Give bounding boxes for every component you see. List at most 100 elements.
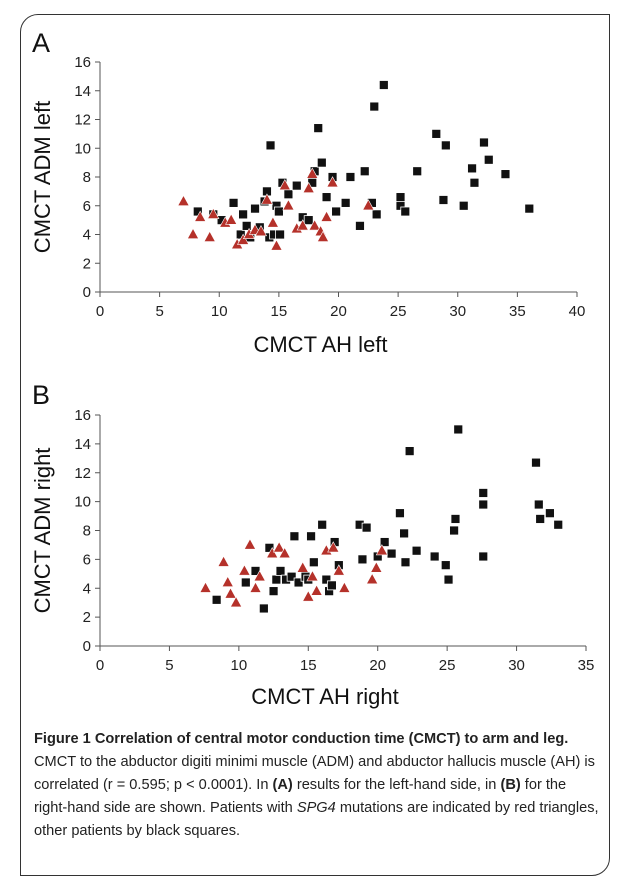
chart-b-square-point [544,508,555,519]
chart-a-x-tick-label: 15 [271,303,288,320]
chart-a-square-point [291,180,302,191]
chart-a-triangle-point [308,219,321,231]
chart-a-y-tick-label: 2 [83,255,91,272]
chart-a-square-point [275,229,285,240]
chart-a-square-point [316,157,327,168]
chart-a-square-point [483,154,494,165]
chart-a-x-tick-label: 40 [569,303,586,320]
chart-b-y-tick-label: 10 [74,494,91,511]
chart-b-y-tick-label: 12 [74,465,91,482]
chart-b-square-point [386,548,397,559]
chart-a-square-point [241,220,252,231]
caption-title: Figure 1 Correlation of central motor co… [34,731,569,747]
chart-a-square-point [469,177,480,188]
caption-ref-b: (B) [500,777,521,793]
chart-b-y-tick-label: 16 [74,407,91,424]
chart-b-triangle-point [366,572,379,585]
chart-b-square-point [293,577,304,588]
chart-a-square-point [355,220,365,231]
chart-b-square-point [429,551,440,562]
chart-a-triangle-point [326,176,339,188]
chart-b-square-point [531,457,541,468]
chart-b-square-point [411,545,422,556]
chart-a-square-point [265,140,276,151]
panel-a: A 0 2 4 6 8 10 12 14 16 0 5 10 15 20 25 30 35 40 CMCT AH le… [20,14,610,362]
chart-a-triangle-point [296,219,309,231]
caption-text-4: mutations are indicated by red triangles… [34,800,599,839]
chart-b-triangle-point [375,544,388,556]
chart-b-y-tick-label: 6 [83,551,91,568]
chart-b-triangle-point [224,587,237,599]
chart-a-triangle-point [270,239,283,251]
chart-b-x-tick-label: 10 [231,657,248,674]
chart-b-square-point [271,574,282,585]
chart-b-square-point [268,586,279,597]
chart-b-triangle-point [199,581,212,593]
chart-b-triangle-point [306,570,319,582]
chart-a-y-tick-label: 14 [74,83,91,100]
chart-b-square-point [400,557,411,568]
chart-a-square-point [273,206,284,217]
chart-b-square-point [399,528,409,539]
chart-a-square-point [395,192,406,203]
chart-a-square-point [500,169,511,180]
chart-a-triangle-point [302,181,315,193]
chart-a-square-point [467,163,477,174]
chart-b-x-tick-label: 5 [165,657,173,674]
chart-b-triangle-point [273,541,286,553]
chart-b-square-point [478,551,489,562]
scatter-chart-a: A 0 2 4 6 8 10 12 14 16 0 5 10 15 20 25 30 35 40 CMCT AH le… [30,28,586,357]
chart-b-triangle-point [243,538,257,550]
chart-a-triangle-point [225,213,238,225]
chart-a-triangle-point [266,216,280,228]
chart-a-x-tick-label: 35 [509,303,526,320]
chart-a-square-point [412,166,423,177]
chart-b-square-point [308,557,319,568]
chart-a-square-point [371,209,382,220]
chart-a-triangle-point [186,227,200,239]
chart-b-triangle-point [310,584,323,596]
chart-a-square-point [400,206,411,217]
chart-b-square-point [258,603,269,614]
chart-b-triangle-point [249,581,262,593]
chart-a-y-tick-label: 8 [83,169,91,186]
chart-a-triangle-point [306,167,319,179]
chart-a-panel-label: A [32,28,50,58]
chart-a-square-point [250,203,260,214]
chart-a-x-tick-label: 5 [155,303,163,320]
chart-b-square-point [450,514,461,524]
caption-text-2: results for the left-hand side, in [292,777,501,793]
chart-b-square-point [326,580,337,591]
chart-a-y-tick-label: 4 [83,227,91,244]
chart-a-y-tick-label: 10 [74,140,91,157]
chart-b-x-tick-label: 35 [578,657,595,674]
chart-b-square-point [289,531,300,542]
chart-b-triangle-point [327,541,340,553]
chart-a-square-point [524,203,535,214]
chart-a-y-axis-title: CMCT ADM left [30,101,55,253]
chart-b-square-point [395,508,405,519]
chart-b-square-point [379,537,390,547]
chart-b-triangle-point [370,561,383,573]
chart-a-square-point [283,189,294,200]
chart-a-triangle-point [203,230,216,242]
chart-b-y-tick-label: 14 [74,436,91,453]
chart-b-x-tick-label: 15 [300,657,317,674]
chart-b-triangle-point [338,581,351,593]
chart-a-triangle-point [278,179,291,191]
chart-a-x-tick-label: 10 [211,303,228,320]
chart-a-triangle-point [362,199,375,211]
chart-a-square-point [378,80,389,90]
chart-b-square-point [440,560,451,571]
chart-a-triangle-point [236,233,250,245]
chart-b-triangle-point [278,546,291,559]
chart-b-square-point [286,571,297,582]
chart-b-y-tick-label: 8 [83,523,91,540]
chart-a-x-tick-label: 0 [96,303,104,320]
chart-a-square-point [321,192,332,203]
chart-a-square-point [331,206,342,217]
chart-a-triangle-point [194,210,207,222]
chart-a-square-point [313,123,324,134]
chart-b-triangle-point [266,546,279,559]
chart-b-y-axis-title: CMCT ADM right [30,448,55,614]
